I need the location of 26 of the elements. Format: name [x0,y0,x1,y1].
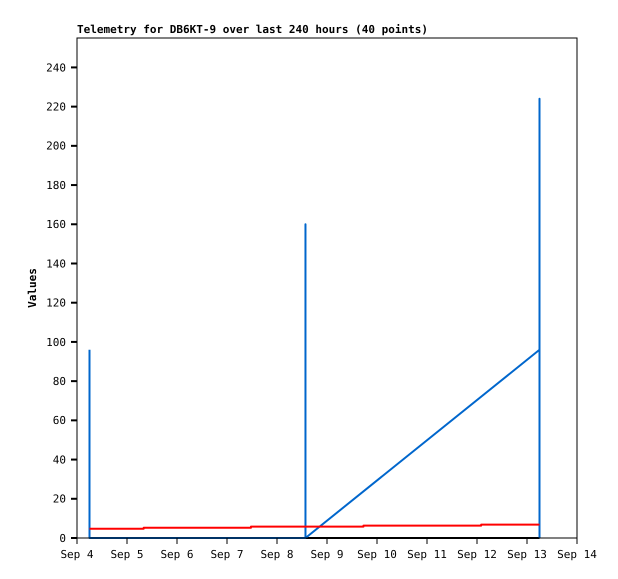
x-tick-label: Sep 6 [160,548,194,561]
y-tick-label: 220 [46,100,66,114]
chart-title: Telemetry for DB6KT-9 over last 240 hours (40 points) [77,23,428,36]
y-tick-label: 240 [46,61,66,74]
x-tick-label: Sep 8 [260,548,294,561]
y-tick-label: 80 [52,374,66,388]
x-tick-label: Sep 7 [210,548,244,561]
x-tick-label: Sep 9 [310,548,344,561]
y-tick-label: 140 [46,257,66,270]
y-tick-label: 40 [52,453,66,466]
x-tick-label: Sep 11 [407,548,447,561]
x-tick-label: Sep 12 [457,548,497,561]
x-tick-label: Sep 10 [357,548,397,561]
y-tick-label: 120 [46,296,66,310]
y-tick-label: 60 [52,414,66,428]
y-tick-label: 180 [46,178,66,192]
y-tick-label: 160 [46,218,66,232]
x-tick-label: Sep 4 [60,548,94,561]
y-tick-label: 20 [52,492,66,506]
x-tick-label: Sep 13 [507,548,547,561]
y-tick-label: 200 [46,140,66,153]
y-tick-label: 0 [59,532,66,545]
y-tick-label: 100 [46,336,66,349]
x-tick-label: Sep 5 [110,548,144,561]
x-tick-label: Sep 14 [557,548,598,561]
y-axis-title: Values [26,268,39,308]
